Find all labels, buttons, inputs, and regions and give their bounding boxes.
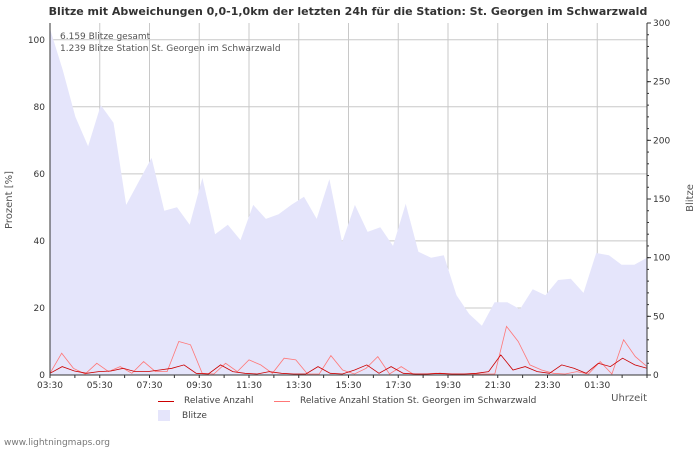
y-right-tick-label: 50 xyxy=(653,312,665,322)
x-tick-label: 13:30 xyxy=(286,381,312,391)
site-credit[interactable]: www.lightningmaps.org xyxy=(4,438,110,448)
annotation-total: 6.159 Blitze gesamt xyxy=(60,32,151,42)
y-right-tick-label: 300 xyxy=(653,19,670,29)
x-tick-label: 21:30 xyxy=(485,381,511,391)
axes: 0 20 40 60 80 100 0 50 100 150 200 250 300 03:30 05:30… xyxy=(28,19,671,391)
relative-lines-layer xyxy=(49,325,648,375)
legend-relative-station: Relative Anzahl Station St. Georgen im S… xyxy=(274,396,536,406)
blitze-area-layer xyxy=(50,28,647,376)
x-tick-label: 19:30 xyxy=(435,381,461,391)
legend-relative-anzahl: Relative Anzahl xyxy=(158,396,253,406)
y-right-tick-label: 100 xyxy=(653,254,670,264)
x-tick-label: 03:30 xyxy=(37,381,63,391)
y-right-tick-label: 0 xyxy=(653,371,659,381)
legend-label-relative: Relative Anzahl xyxy=(184,396,254,406)
y-right-tick-label: 150 xyxy=(653,195,670,205)
y-left-tick-label: 60 xyxy=(34,170,46,180)
x-tick-label: 15:30 xyxy=(336,381,362,391)
x-tick-label: 05:30 xyxy=(87,381,113,391)
y-axis-left-label: Prozent [%] xyxy=(4,171,15,229)
legend-label-blitze: Blitze xyxy=(182,410,207,421)
x-tick-label: 17:30 xyxy=(385,381,411,391)
blitze-area xyxy=(50,28,647,376)
y-right-tick-label: 250 xyxy=(653,78,670,88)
relative-anzahl-line xyxy=(49,354,648,375)
x-axis-label: Uhrzeit xyxy=(611,393,647,404)
y-left-tick-label: 40 xyxy=(34,237,46,247)
chart-title: Blitze mit Abweichungen 0,0-1,0km der le… xyxy=(49,5,648,18)
x-tick-label: 09:30 xyxy=(186,381,212,391)
x-tick-label: 07:30 xyxy=(137,381,163,391)
x-tick-label: 01:30 xyxy=(584,381,610,391)
y-left-tick-label: 80 xyxy=(34,103,46,113)
x-tick-label: 23:30 xyxy=(535,381,561,391)
legend-blitze: Blitze xyxy=(158,410,207,421)
legend-swatch-area xyxy=(158,410,170,421)
y-left-tick-label: 20 xyxy=(34,304,46,314)
x-tick-label: 11:30 xyxy=(236,381,262,391)
y-right-tick-label: 200 xyxy=(653,136,670,146)
annotation-station: 1.239 Blitze Station St. Georgen im Schw… xyxy=(60,44,281,54)
y-left-tick-label: 100 xyxy=(28,36,45,46)
legend-swatch-red-line xyxy=(158,400,174,402)
legend-label-station: Relative Anzahl Station St. Georgen im S… xyxy=(300,396,537,406)
y-left-tick-label: 0 xyxy=(39,371,45,381)
legend-swatch-pink-line xyxy=(274,400,290,402)
y-axis-right-label: Blitze xyxy=(685,184,696,212)
